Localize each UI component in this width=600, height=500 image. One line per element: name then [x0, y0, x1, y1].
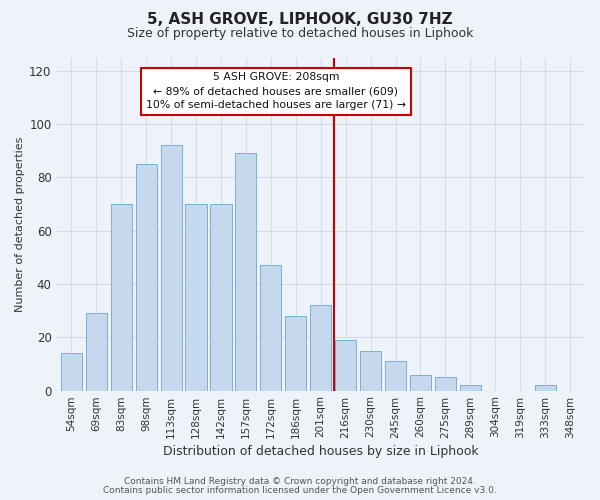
X-axis label: Distribution of detached houses by size in Liphook: Distribution of detached houses by size …	[163, 444, 479, 458]
Bar	[285, 316, 307, 390]
Bar	[460, 385, 481, 390]
Bar	[310, 306, 331, 390]
Bar	[360, 350, 381, 391]
Bar	[435, 377, 456, 390]
Bar	[161, 146, 182, 390]
Bar	[110, 204, 132, 390]
Bar	[211, 204, 232, 390]
Bar	[86, 314, 107, 390]
Text: Size of property relative to detached houses in Liphook: Size of property relative to detached ho…	[127, 28, 473, 40]
Bar	[61, 354, 82, 391]
Text: 5, ASH GROVE, LIPHOOK, GU30 7HZ: 5, ASH GROVE, LIPHOOK, GU30 7HZ	[147, 12, 453, 28]
Bar	[535, 385, 556, 390]
Bar	[185, 204, 206, 390]
Bar	[136, 164, 157, 390]
Text: Contains public sector information licensed under the Open Government Licence v3: Contains public sector information licen…	[103, 486, 497, 495]
Y-axis label: Number of detached properties: Number of detached properties	[15, 136, 25, 312]
Bar	[235, 154, 256, 390]
Bar	[335, 340, 356, 390]
Bar	[260, 266, 281, 390]
Text: Contains HM Land Registry data © Crown copyright and database right 2024.: Contains HM Land Registry data © Crown c…	[124, 477, 476, 486]
Bar	[410, 374, 431, 390]
Bar	[385, 362, 406, 390]
Text: 5 ASH GROVE: 208sqm
← 89% of detached houses are smaller (609)
10% of semi-detac: 5 ASH GROVE: 208sqm ← 89% of detached ho…	[146, 72, 406, 110]
